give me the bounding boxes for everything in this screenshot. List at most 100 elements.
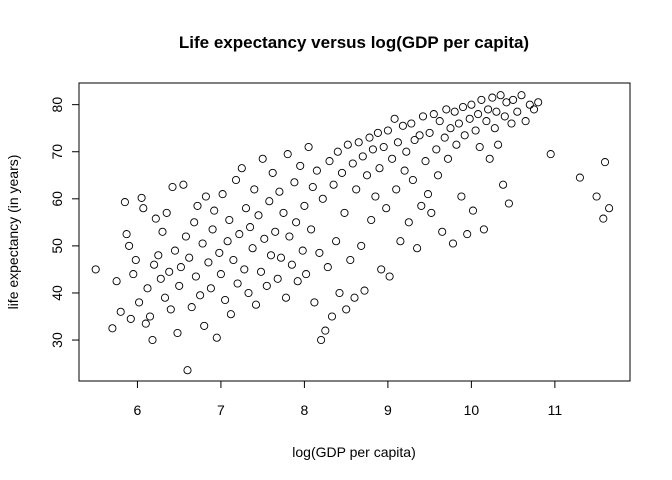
data-point <box>260 234 269 243</box>
data-point <box>358 152 367 161</box>
data-point <box>223 237 232 246</box>
data-point <box>131 255 140 265</box>
data-point <box>166 305 175 314</box>
y-axis-label: life expectancy (in years) <box>5 155 21 310</box>
data-point <box>201 192 210 201</box>
data-point <box>151 214 160 223</box>
data-point <box>221 295 230 305</box>
data-point <box>276 253 286 262</box>
data-point <box>393 138 402 147</box>
data-point <box>534 98 543 107</box>
data-point <box>342 305 351 314</box>
data-point <box>467 100 476 109</box>
data-point <box>337 168 347 177</box>
data-point <box>388 154 397 163</box>
data-point <box>448 239 458 248</box>
x-axis: 6 7 8 9 10 11 <box>134 380 563 418</box>
data-point <box>156 274 165 283</box>
data-point <box>215 248 224 257</box>
data-point <box>139 204 148 213</box>
data-point <box>525 100 534 109</box>
x-tick-label: 8 <box>301 402 309 418</box>
data-point <box>265 197 274 206</box>
data-point <box>421 157 430 166</box>
data-point <box>546 150 555 159</box>
data-point <box>494 140 503 149</box>
data-point <box>318 194 327 203</box>
data-point <box>529 105 539 114</box>
data-point <box>417 201 426 210</box>
data-point <box>256 267 266 276</box>
data-point <box>365 133 374 142</box>
data-point <box>279 208 288 217</box>
data-point <box>235 230 244 239</box>
data-point <box>435 117 444 126</box>
data-point <box>429 110 438 119</box>
x-tick-label: 7 <box>217 402 225 418</box>
data-point <box>352 185 361 194</box>
data-point <box>137 193 146 202</box>
data-point <box>325 157 334 166</box>
data-point <box>575 173 584 182</box>
data-point <box>173 328 182 338</box>
data-point <box>362 171 372 180</box>
data-point <box>196 291 205 300</box>
data-point <box>181 232 190 241</box>
data-point <box>317 335 326 345</box>
data-point <box>329 180 338 189</box>
data-point <box>402 147 411 156</box>
data-point <box>443 154 453 163</box>
data-point <box>450 107 459 116</box>
x-tick-label: 11 <box>548 402 563 418</box>
data-point <box>343 140 352 149</box>
data-point <box>200 321 209 330</box>
data-point <box>283 150 292 159</box>
data-point <box>122 230 131 239</box>
data-point <box>357 241 366 250</box>
data-point <box>599 214 608 223</box>
data-point <box>218 190 227 199</box>
data-point <box>485 154 494 163</box>
data-point <box>474 110 483 119</box>
data-point <box>382 204 391 213</box>
data-point <box>507 119 516 128</box>
data-point <box>500 112 509 121</box>
data-point <box>427 208 436 217</box>
data-point <box>465 114 474 123</box>
data-point <box>400 166 409 175</box>
data-point <box>254 211 263 220</box>
data-point <box>368 145 377 154</box>
data-point <box>116 307 125 316</box>
data-point <box>162 208 171 217</box>
data-point <box>190 218 199 227</box>
data-point <box>287 260 296 269</box>
data-point <box>112 277 121 286</box>
data-point <box>175 281 184 290</box>
data-point <box>273 274 282 283</box>
data-point <box>484 105 493 114</box>
data-point <box>468 206 478 215</box>
data-point <box>160 293 170 302</box>
data-point <box>251 300 261 309</box>
data-point <box>327 312 337 321</box>
y-axis: 30 40 50 60 70 80 <box>49 97 80 348</box>
data-point <box>296 161 305 170</box>
data-point <box>457 192 466 201</box>
data-point <box>460 131 469 140</box>
data-point <box>258 154 267 163</box>
data-point <box>600 158 610 167</box>
data-point <box>323 263 332 272</box>
data-point <box>204 258 213 267</box>
data-point <box>176 263 185 272</box>
data-point <box>333 147 342 156</box>
data-point <box>509 95 518 104</box>
y-tick-label: 70 <box>49 144 65 160</box>
data-point <box>488 93 497 102</box>
data-point <box>275 187 284 196</box>
data-point <box>212 333 221 342</box>
data-point <box>125 241 134 250</box>
data-point <box>446 124 455 133</box>
y-tick-label: 60 <box>49 191 65 207</box>
data-point <box>248 244 257 253</box>
